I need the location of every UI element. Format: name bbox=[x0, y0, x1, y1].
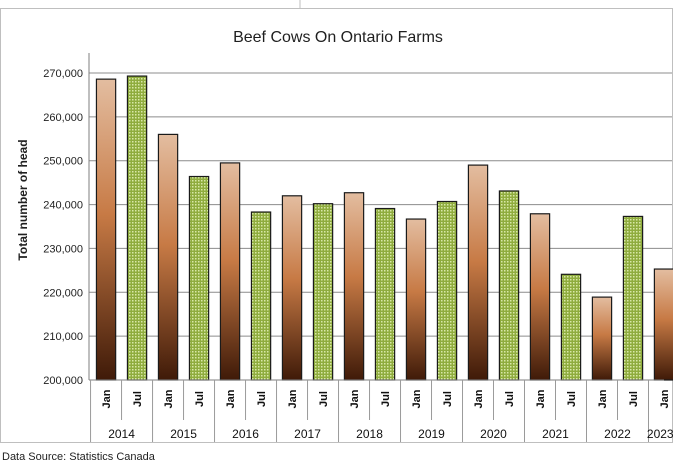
y-tick-labels: 200,000 210,000 220,000 230,000 240,000 250,0… bbox=[43, 68, 83, 387]
bar-jan bbox=[405, 218, 427, 381]
x-tick-label: Jul bbox=[194, 391, 206, 407]
y-tick-label: 210,000 bbox=[43, 331, 83, 343]
bar-jan bbox=[529, 213, 551, 381]
x-tick-label: Jan bbox=[597, 389, 609, 408]
x-tick-label: Jul bbox=[442, 391, 454, 407]
data-source-note: Data Source: Statistics Canada bbox=[2, 451, 156, 463]
x-tick-label: Jan bbox=[411, 389, 423, 408]
x-tick-label: Jul bbox=[132, 391, 144, 407]
x-tick-label: Jul bbox=[318, 391, 330, 407]
x-tick-label: Jan bbox=[535, 389, 547, 408]
bar-jan bbox=[281, 195, 303, 381]
x-tick-label: Jan bbox=[101, 389, 113, 408]
y-axis-label: Total number of head bbox=[16, 139, 30, 260]
bar-jan bbox=[467, 164, 489, 381]
year-label: 2018 bbox=[356, 427, 383, 441]
year-label: 2014 bbox=[108, 427, 135, 441]
x-tick-labels: Jan Jul Jan Jul Jan Jul Jan Jul Jan Jul Jan Jul Jan J… bbox=[89, 379, 671, 420]
x-tick-label: Jul bbox=[256, 391, 268, 407]
y-tick-label: 240,000 bbox=[43, 200, 83, 212]
y-tick-label: 220,000 bbox=[43, 287, 83, 299]
x-tick-label: Jan bbox=[349, 389, 361, 408]
x-tick-label: Jan bbox=[225, 389, 237, 408]
bars bbox=[95, 75, 673, 381]
y-tick-label: 250,000 bbox=[43, 156, 83, 168]
bar-jul bbox=[560, 273, 582, 381]
y-tick-label: 260,000 bbox=[43, 112, 83, 124]
chart-title: Beef Cows On Ontario Farms bbox=[233, 29, 443, 46]
x-tick-label: Jan bbox=[659, 389, 671, 408]
bar-jan bbox=[95, 78, 117, 381]
bar-jan bbox=[157, 133, 179, 381]
year-label: 2023 bbox=[647, 427, 673, 441]
bar-jul bbox=[436, 200, 458, 381]
x-tick-label: Jul bbox=[566, 391, 578, 407]
bar-jul bbox=[374, 207, 396, 381]
bar-jul bbox=[126, 75, 148, 381]
year-label: 2022 bbox=[604, 427, 631, 441]
year-label: 2020 bbox=[480, 427, 507, 441]
y-tick-label: 230,000 bbox=[43, 243, 83, 255]
bar-jan bbox=[343, 192, 365, 381]
year-label: 2016 bbox=[232, 427, 259, 441]
year-label: 2019 bbox=[418, 427, 445, 441]
bar-jan bbox=[219, 162, 241, 381]
x-tick-label: Jan bbox=[163, 389, 175, 408]
x-tick-label: Jan bbox=[287, 389, 299, 408]
year-label: 2017 bbox=[294, 427, 321, 441]
y-tick-label: 200,000 bbox=[43, 375, 83, 387]
bar-jul bbox=[498, 190, 520, 381]
x-tick-label: Jul bbox=[504, 391, 516, 407]
year-labels: 2014 2015 2016 2017 2018 2019 2020 2021 2022 2023 bbox=[90, 420, 673, 442]
bar-jul bbox=[188, 175, 210, 381]
bar-jul bbox=[312, 203, 334, 381]
x-tick-label: Jan bbox=[473, 389, 485, 408]
bar-jul bbox=[622, 215, 644, 381]
year-label: 2015 bbox=[170, 427, 197, 441]
bar-jan bbox=[591, 296, 613, 381]
y-tick-label: 270,000 bbox=[43, 68, 83, 80]
bar-jul bbox=[250, 211, 272, 381]
year-label: 2021 bbox=[542, 427, 569, 441]
bar-jan bbox=[653, 268, 673, 381]
x-tick-label: Jul bbox=[628, 391, 640, 407]
x-tick-label: Jul bbox=[380, 391, 392, 407]
